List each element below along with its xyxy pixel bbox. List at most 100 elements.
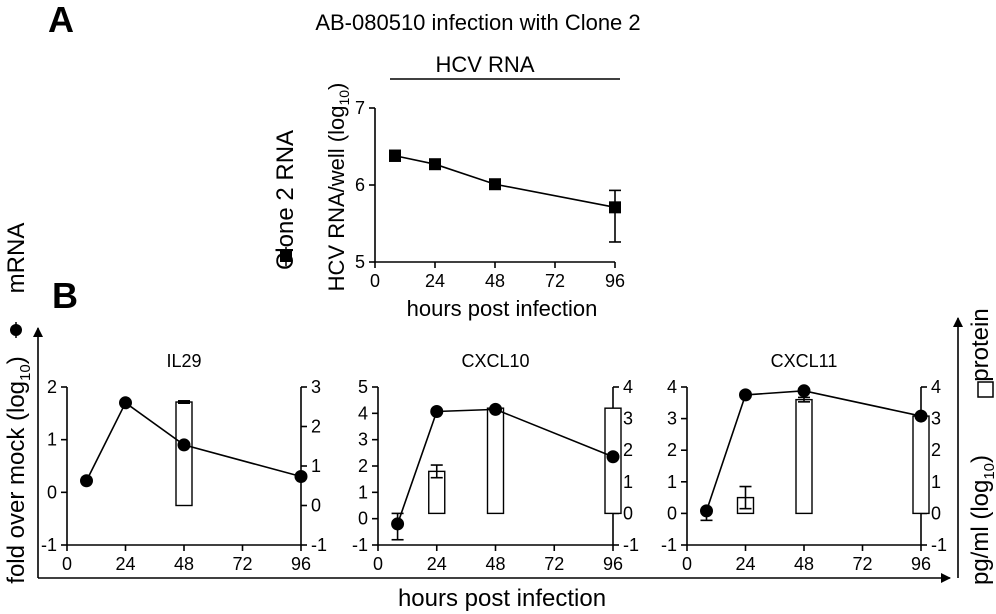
right-axis-label-sub: 10 — [981, 463, 996, 480]
cxcl10-y-tick-label: 1 — [358, 482, 368, 502]
cxcl10-y-tick-label: 3 — [358, 430, 368, 450]
cxcl11-protein-bar — [912, 415, 930, 515]
cxcl11-mrna-line — [705, 389, 922, 512]
il29-y-tick-label: 2 — [47, 377, 57, 397]
chart-a-title: AB-080510 infection with Clone 2 — [315, 10, 640, 35]
cxcl11-x-tick-label: 96 — [911, 554, 931, 574]
il29-x-tick-label: 96 — [291, 554, 311, 574]
cxcl10-y2-tick-label: 0 — [623, 503, 633, 523]
chart-a-x-tick-label: 72 — [545, 271, 565, 291]
il29-mrna-point — [177, 438, 191, 452]
right-axis-label-main: pg/ml (log — [967, 480, 994, 585]
cxcl10-y2-tick-label: 3 — [623, 409, 633, 429]
series-clone2-line — [394, 154, 616, 209]
il29-y2-tick-label: 0 — [311, 496, 321, 516]
panel-label-b: B — [52, 275, 78, 316]
right-legend-label: protein — [967, 308, 994, 381]
cxcl11-mrna-point — [700, 504, 713, 518]
left-axis-label-suffix: ) — [3, 356, 30, 364]
point-clone2 — [489, 178, 501, 191]
chart-a-x-tick-label: 0 — [370, 271, 380, 291]
right-axis-label-suffix: ) — [967, 455, 994, 463]
chart-a-ylabel-sub: 10 — [336, 90, 352, 106]
cxcl10-y-tick-label: 0 — [358, 509, 368, 529]
il29-mrna-point — [294, 470, 308, 484]
il29-x-tick-label: 24 — [115, 554, 135, 574]
cxcl10-y2-tick-label: 4 — [623, 377, 633, 397]
point-clone2 — [389, 149, 401, 162]
cxcl10-y2-tick-label: 2 — [623, 440, 633, 460]
cxcl11-y-tick-label: 4 — [667, 377, 677, 397]
chart-a-legend-marker — [280, 247, 292, 266]
il29-mrna-point — [119, 396, 132, 410]
il29-y2-tick-label: -1 — [311, 535, 327, 555]
chart-a-x-tick-label: 24 — [425, 271, 445, 291]
chart-b-xlabel: hours post infection — [398, 585, 606, 612]
cxcl10-mrna-point — [606, 450, 620, 464]
chart-a-y-tick-label: 5 — [355, 252, 365, 272]
cxcl11-x-tick-label: 24 — [735, 554, 755, 574]
chart-a-subtitle: HCV RNA — [435, 52, 534, 77]
cxcl11-title: CXCL11 — [771, 351, 838, 371]
chart-a-x-tick-label: 48 — [485, 271, 505, 291]
cxcl10-x-tick-label: 48 — [485, 554, 505, 574]
cxcl11-x-tick-label: 0 — [682, 554, 692, 574]
chart-a-y-tick-label: 6 — [355, 175, 365, 195]
cxcl10-y2-tick-label: -1 — [623, 535, 639, 555]
cxcl10-x-tick-label: 0 — [373, 554, 383, 574]
il29-x-tick-label: 48 — [174, 554, 194, 574]
left-legend-marker — [10, 322, 22, 338]
il29-mrna-line — [85, 401, 302, 482]
cxcl11-y-tick-label: 1 — [667, 472, 677, 492]
cxcl11-protein-bar — [795, 398, 813, 515]
il29-y2-tick-label: 1 — [311, 456, 321, 476]
point-clone2 — [609, 201, 621, 214]
cxcl10-title: CXCL10 — [461, 351, 529, 371]
chart-a-ylabel: HCV RNA/well (log10) — [324, 83, 352, 292]
cxcl11-x-tick-label: 72 — [852, 554, 872, 574]
cxcl11-y-tick-label: 2 — [667, 440, 677, 460]
cxcl11-y2-tick-label: 0 — [931, 503, 941, 523]
il29-y2-tick-label: 2 — [311, 417, 321, 437]
point-clone2 — [429, 158, 441, 171]
cxcl10-y-tick-label: 5 — [358, 377, 368, 397]
cxcl10-mrna-point — [489, 402, 502, 416]
left-axis-label-sub: 10 — [17, 364, 34, 381]
cxcl11-y2-tick-label: 3 — [931, 409, 941, 429]
il29-y-tick-label: 1 — [47, 430, 57, 450]
panel-label-a: A — [48, 0, 74, 40]
chart-a-legend-label: Clone 2 RNA — [272, 130, 299, 270]
il29-y-tick-label: -1 — [41, 535, 57, 555]
chart-a-y-tick-label: 7 — [355, 98, 365, 118]
cxcl10-x-tick-label: 96 — [603, 554, 623, 574]
cxcl10-protein-bar — [486, 407, 505, 515]
right-legend-marker — [977, 381, 994, 398]
cxcl11-mrna-point — [739, 388, 752, 402]
il29-y-tick-label: 0 — [47, 482, 57, 502]
cxcl10-mrna-line — [396, 408, 614, 525]
cxcl10-y2-tick-label: 1 — [623, 472, 633, 492]
right-axis-label: pg/ml (log10) — [967, 455, 996, 585]
cxcl11-y-tick-label: 0 — [667, 503, 677, 523]
cxcl11-mrna-point — [914, 409, 928, 423]
cxcl10-y-tick-label: 4 — [358, 403, 368, 423]
chart-a-x-tick-label: 96 — [605, 271, 625, 291]
cxcl10-x-tick-label: 24 — [427, 554, 447, 574]
chart-a-ylabel-main: HCV RNA/well (log — [324, 106, 349, 292]
il29-mrna-point — [80, 474, 93, 488]
chart-a-xlabel: hours post infection — [407, 296, 598, 321]
cxcl11-y2-tick-label: 2 — [931, 440, 941, 460]
left-legend-label: mRNA — [3, 223, 30, 294]
cxcl11-mrna-point — [797, 384, 811, 398]
cxcl10-mrna-point — [391, 517, 405, 531]
cxcl10-mrna-point — [430, 404, 444, 418]
cxcl11-y-tick-label: -1 — [661, 535, 677, 555]
il29-protein-bar — [175, 401, 193, 507]
il29-y2-tick-label: 3 — [311, 377, 321, 397]
il29-x-tick-label: 72 — [232, 554, 252, 574]
cxcl10-y-tick-label: -1 — [352, 535, 368, 555]
cxcl11-y-tick-label: 3 — [667, 409, 677, 429]
cxcl11-y2-tick-label: -1 — [931, 535, 947, 555]
